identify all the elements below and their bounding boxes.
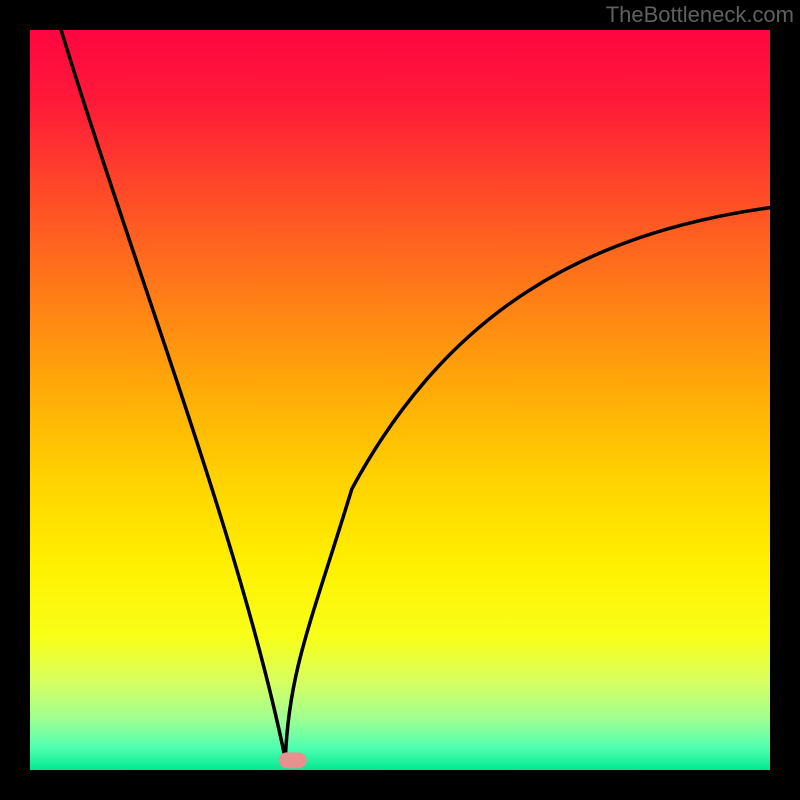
optimal-marker [279,752,307,768]
watermark-text: TheBottleneck.com [606,2,794,28]
chart-svg [0,0,800,800]
chart-plot-area [30,30,770,770]
bottleneck-chart: TheBottleneck.com [0,0,800,800]
